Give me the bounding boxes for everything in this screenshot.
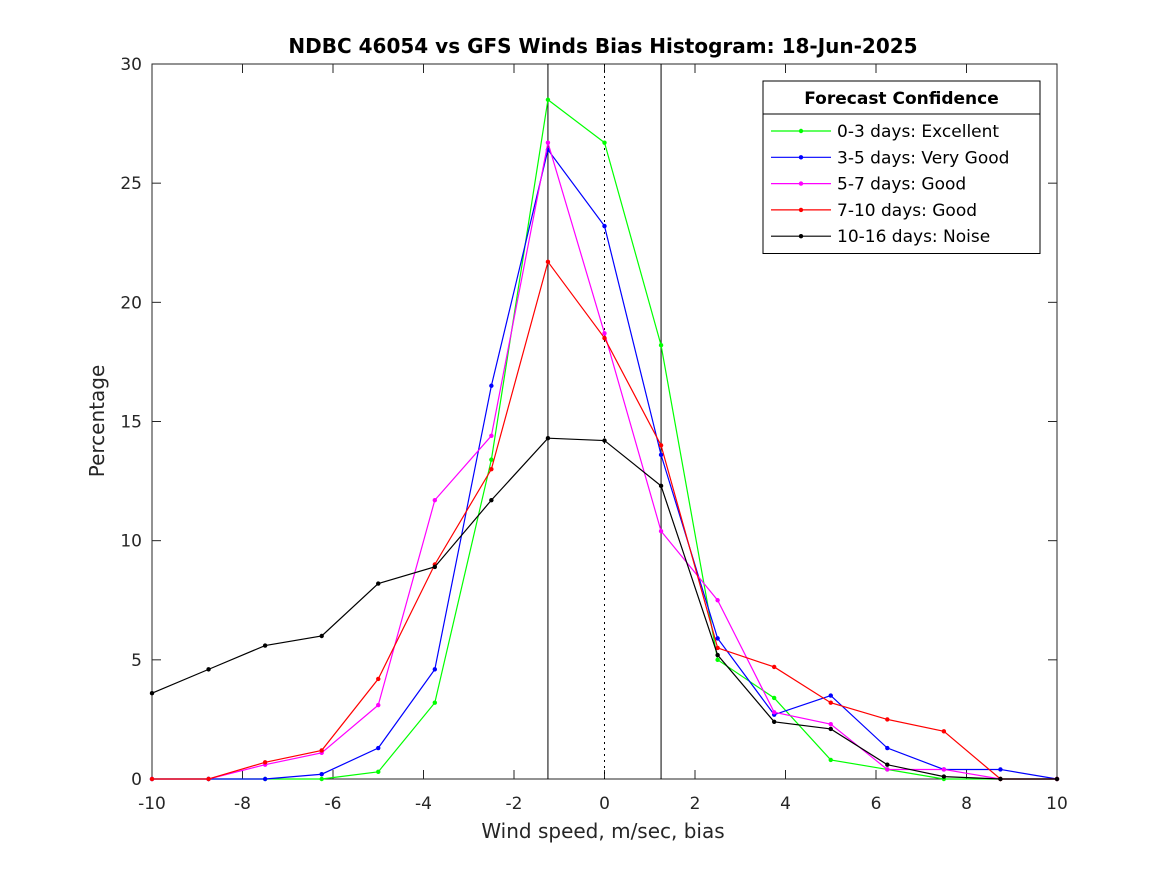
data-point [885,745,890,751]
legend-entry: 10-16 days: Noise [837,227,990,247]
data-point [941,774,947,779]
y-tick-label: 30 [120,55,142,75]
y-tick-label: 15 [120,413,142,433]
data-point [376,702,381,708]
x-tick-label: -8 [234,794,251,814]
x-tick-label: 2 [690,794,701,814]
legend-marker [798,181,804,186]
x-tick-label: -4 [415,794,432,814]
data-point [715,636,720,641]
data-point [376,676,381,682]
data-point [715,645,720,651]
data-point [489,497,494,503]
legend-entry: 5-7 days: Good [837,175,966,195]
data-point [828,700,833,705]
data-point [658,343,664,348]
legend-marker [798,128,804,134]
y-tick-label: 20 [120,293,142,313]
data-point [658,528,664,534]
data-point [941,767,947,772]
data-point [545,435,551,441]
data-point [771,719,777,724]
data-point [1054,776,1060,782]
data-point [828,721,833,727]
legend: Forecast Confidence 0-3 days: Excellent 3-… [762,80,1041,254]
legend-box [762,80,1041,254]
data-point [602,335,607,341]
data-point [262,760,268,765]
data-point [489,433,494,438]
legend-entry: 0-3 days: Excellent [837,122,999,142]
data-point [771,710,777,715]
data-point [998,776,1003,782]
data-point [715,652,720,658]
x-tick-label: 0 [599,794,610,814]
data-point [998,767,1003,772]
y-axis-label: Percentage [85,365,109,478]
data-point [658,452,664,458]
data-point [885,762,890,767]
data-point [376,745,381,751]
data-point [658,443,664,448]
data-point [545,259,551,265]
data-point [602,223,607,229]
data-point [941,729,947,734]
legend-entry: 3-5 days: Very Good [837,148,1009,168]
data-point [828,726,833,732]
data-point [149,691,155,696]
data-point [432,700,438,705]
data-point [262,643,268,648]
data-point [376,581,381,586]
data-point [828,757,833,763]
data-point [489,457,494,462]
data-point [828,693,833,698]
data-point [262,776,268,782]
data-point [489,383,494,388]
legend-marker [798,207,804,213]
x-tick-label: 4 [780,794,791,814]
x-tick-label: 10 [1046,794,1068,814]
data-point [658,483,664,489]
data-point [206,667,211,672]
data-point [545,140,551,145]
y-tick-label: 5 [131,651,142,671]
x-tick-label: 8 [961,794,972,814]
data-point [319,772,324,777]
data-point [715,598,720,603]
data-point [489,466,494,472]
data-point [771,695,777,701]
data-point [602,140,607,145]
data-point [319,748,324,753]
legend-marker [798,234,804,239]
y-tick-label: 10 [120,532,142,552]
data-point [432,564,438,570]
x-tick-label: -2 [506,794,523,814]
y-tick-label: 25 [120,174,142,194]
data-point [319,633,324,639]
x-tick-label: -6 [325,794,342,814]
legend-title: Forecast Confidence [804,89,999,109]
data-point [885,717,890,722]
data-point [771,664,777,670]
legend-marker [798,155,804,160]
data-point [715,657,720,663]
data-point [602,331,607,336]
data-point [885,767,890,772]
data-point [376,769,381,775]
data-point [206,776,211,782]
data-point [149,776,155,782]
x-axis-label: Wind speed, m/sec, bias [481,819,724,843]
data-point [602,438,607,443]
data-point [432,497,438,503]
y-tick-label: 0 [131,770,142,790]
data-point [432,667,438,672]
legend-entry: 7-10 days: Good [837,201,977,221]
data-point [319,776,324,782]
x-tick-label: 6 [871,794,882,814]
data-point [545,97,551,102]
chart-title: NDBC 46054 vs GFS Winds Bias Histogram: … [288,34,917,58]
x-tick-label: -10 [138,794,166,814]
